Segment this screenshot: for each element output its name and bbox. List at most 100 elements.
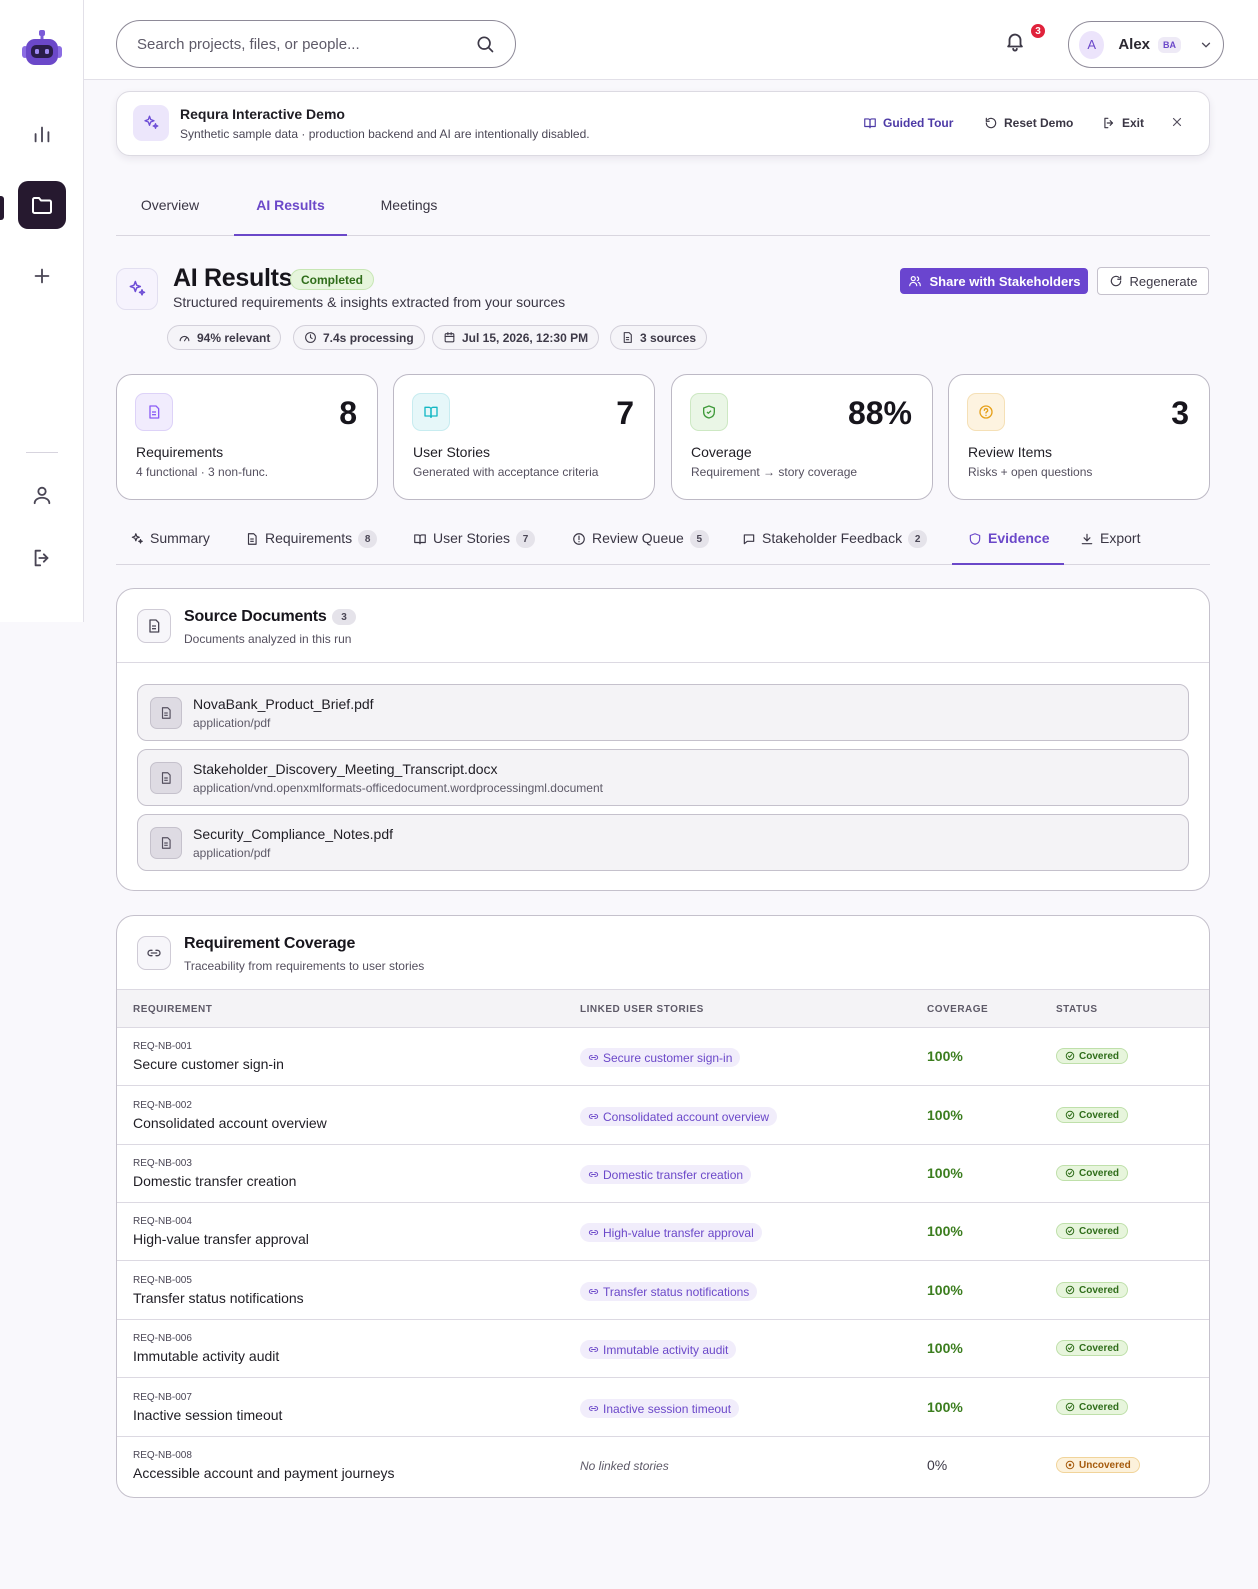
tab-label: User Stories bbox=[433, 530, 511, 546]
table-row[interactable]: REQ-NB-003 Domestic transfer creation Do… bbox=[117, 1145, 1209, 1203]
profile-nav-button[interactable] bbox=[18, 471, 66, 519]
tab-label: Summary bbox=[150, 530, 210, 546]
linked-story-chip[interactable]: Consolidated account overview bbox=[580, 1107, 778, 1126]
exit-demo-button[interactable]: Exit bbox=[1102, 116, 1144, 130]
relevance-label: 94% relevant bbox=[197, 330, 271, 345]
sidebar-divider bbox=[26, 452, 58, 453]
file-icon bbox=[150, 827, 182, 859]
book-open-icon bbox=[863, 116, 877, 130]
document-name: Security_Compliance_Notes.pdf bbox=[193, 826, 393, 842]
requirement-id: REQ-NB-004 bbox=[133, 1216, 192, 1227]
tab-count-badge: 7 bbox=[516, 530, 536, 548]
coverage-value: 100% bbox=[927, 1340, 963, 1356]
user-menu[interactable]: A Alex BA bbox=[1068, 21, 1224, 68]
sparkles-icon bbox=[116, 268, 158, 310]
avatar: A bbox=[1079, 30, 1105, 59]
regenerate-button[interactable]: Regenerate bbox=[1097, 267, 1209, 295]
reset-demo-button[interactable]: Reset Demo bbox=[984, 116, 1073, 130]
table-header: REQUIREMENT LINKED USER STORIES COVERAGE… bbox=[117, 990, 1209, 1028]
linked-story-chip[interactable]: High-value transfer approval bbox=[580, 1223, 762, 1242]
bell-icon[interactable] bbox=[1004, 30, 1030, 56]
search-icon[interactable] bbox=[475, 34, 495, 54]
list-item[interactable]: Security_Compliance_Notes.pdf applicatio… bbox=[137, 814, 1189, 871]
linked-story-chip[interactable]: Domestic transfer creation bbox=[580, 1165, 752, 1184]
user-icon bbox=[31, 484, 53, 506]
linked-story-label: Domestic transfer creation bbox=[603, 1167, 744, 1182]
stat-subtitle: Requirement → story coverage bbox=[691, 465, 858, 479]
tab-evidence[interactable]: Evidence bbox=[952, 520, 1064, 565]
table-row[interactable]: REQ-NB-008 Accessible account and paymen… bbox=[117, 1437, 1209, 1495]
list-item[interactable]: Stakeholder_Discovery_Meeting_Transcript… bbox=[137, 749, 1189, 806]
table-row[interactable]: REQ-NB-002 Consolidated account overview… bbox=[117, 1087, 1209, 1145]
tab-summary[interactable]: Summary bbox=[130, 520, 210, 565]
stat-label: Coverage bbox=[691, 444, 752, 460]
stat-card-user-stories[interactable]: 7 User Stories Generated with acceptance… bbox=[393, 374, 655, 500]
table-row[interactable]: REQ-NB-001 Secure customer sign-in Secur… bbox=[117, 1028, 1209, 1086]
bar-chart-icon bbox=[31, 123, 53, 145]
stat-card-review-items[interactable]: 3 Review Items Risks + open questions bbox=[948, 374, 1210, 500]
document-icon bbox=[137, 609, 171, 643]
stat-card-coverage[interactable]: 88% Coverage Requirement → story coverag… bbox=[671, 374, 933, 500]
table-row[interactable]: REQ-NB-005 Transfer status notifications… bbox=[117, 1262, 1209, 1320]
stat-subtitle: Generated with acceptance criteria bbox=[413, 465, 599, 479]
linked-story-chip[interactable]: Transfer status notifications bbox=[580, 1282, 758, 1301]
document-type: application/pdf bbox=[193, 846, 271, 860]
tab-overview[interactable]: Overview bbox=[140, 197, 200, 213]
panel-header: Requirement Coverage Traceability from r… bbox=[117, 916, 1209, 990]
panel-title: Source Documents bbox=[184, 608, 327, 625]
date-label: Jul 15, 2026, 12:30 PM bbox=[462, 330, 589, 345]
list-item[interactable]: NovaBank_Product_Brief.pdf application/p… bbox=[137, 684, 1189, 741]
guided-tour-button[interactable]: Guided Tour bbox=[863, 116, 953, 130]
close-icon[interactable] bbox=[1170, 115, 1184, 129]
tab-label: Review Queue bbox=[592, 530, 684, 546]
result-tabs: Summary Requirements 8 User Stories 7 Re… bbox=[116, 520, 1210, 565]
search-input[interactable] bbox=[137, 35, 475, 53]
stat-label: Requirements bbox=[136, 444, 224, 460]
table-row[interactable]: REQ-NB-006 Immutable activity audit Immu… bbox=[117, 1320, 1209, 1378]
panel-count-badge: 3 bbox=[332, 609, 356, 625]
tab-meetings[interactable]: Meetings bbox=[380, 197, 438, 213]
document-icon bbox=[135, 393, 173, 431]
document-name: Stakeholder_Discovery_Meeting_Transcript… bbox=[193, 761, 498, 777]
shield-check-icon bbox=[690, 393, 728, 431]
table-row[interactable]: REQ-NB-007 Inactive session timeout Inac… bbox=[117, 1379, 1209, 1437]
share-with-stakeholders-button[interactable]: Share with Stakeholders bbox=[900, 268, 1088, 294]
active-nav-indicator bbox=[0, 196, 4, 220]
demo-banner: Requra Interactive Demo Synthetic sample… bbox=[116, 91, 1210, 156]
panel-subtitle: Documents analyzed in this run bbox=[184, 632, 352, 646]
analytics-nav-button[interactable] bbox=[18, 110, 66, 158]
document-type: application/vnd.openxmlformats-officedoc… bbox=[193, 781, 603, 795]
requirement-name: Accessible account and payment journeys bbox=[133, 1465, 395, 1481]
tab-count-badge: 5 bbox=[689, 530, 709, 548]
logout-nav-button[interactable] bbox=[18, 534, 66, 582]
guided-tour-label: Guided Tour bbox=[883, 116, 954, 130]
stat-card-requirements[interactable]: 8 Requirements 4 functional · 3 non-func… bbox=[116, 374, 378, 500]
linked-story-chip[interactable]: Immutable activity audit bbox=[580, 1340, 737, 1359]
tab-ai-results[interactable]: AI Results bbox=[234, 184, 347, 236]
document-icon bbox=[621, 331, 634, 344]
table-row[interactable]: REQ-NB-004 High-value transfer approval … bbox=[117, 1203, 1209, 1261]
tab-stakeholder-feedback[interactable]: Stakeholder Feedback 2 bbox=[742, 520, 928, 565]
logout-icon bbox=[31, 547, 53, 569]
tab-user-stories[interactable]: User Stories 7 bbox=[413, 520, 536, 565]
stat-label: User Stories bbox=[413, 444, 491, 460]
linked-story-chip[interactable]: Secure customer sign-in bbox=[580, 1048, 741, 1067]
tab-export[interactable]: Export bbox=[1080, 520, 1140, 565]
tab-review-queue[interactable]: Review Queue 5 bbox=[572, 520, 709, 565]
tab-requirements[interactable]: Requirements 8 bbox=[245, 520, 378, 565]
requirement-name: Inactive session timeout bbox=[133, 1407, 283, 1423]
status-badge: Covered bbox=[1056, 1107, 1129, 1123]
tab-count-badge: 8 bbox=[358, 530, 378, 548]
book-open-icon bbox=[413, 532, 427, 546]
search-box[interactable] bbox=[116, 20, 516, 68]
robot-logo-icon[interactable] bbox=[20, 28, 64, 70]
panel-header: Source Documents 3 Documents analyzed in… bbox=[117, 589, 1209, 663]
no-linked-stories-text: No linked stories bbox=[580, 1459, 669, 1473]
projects-nav-button[interactable] bbox=[18, 181, 66, 229]
banner-title: Requra Interactive Demo bbox=[180, 106, 345, 122]
linked-story-chip[interactable]: Inactive session timeout bbox=[580, 1399, 740, 1418]
requirement-id: REQ-NB-008 bbox=[133, 1450, 192, 1461]
status-badge: Uncovered bbox=[1056, 1457, 1140, 1473]
new-project-button[interactable] bbox=[18, 252, 66, 300]
requirement-name: Secure customer sign-in bbox=[133, 1056, 284, 1072]
